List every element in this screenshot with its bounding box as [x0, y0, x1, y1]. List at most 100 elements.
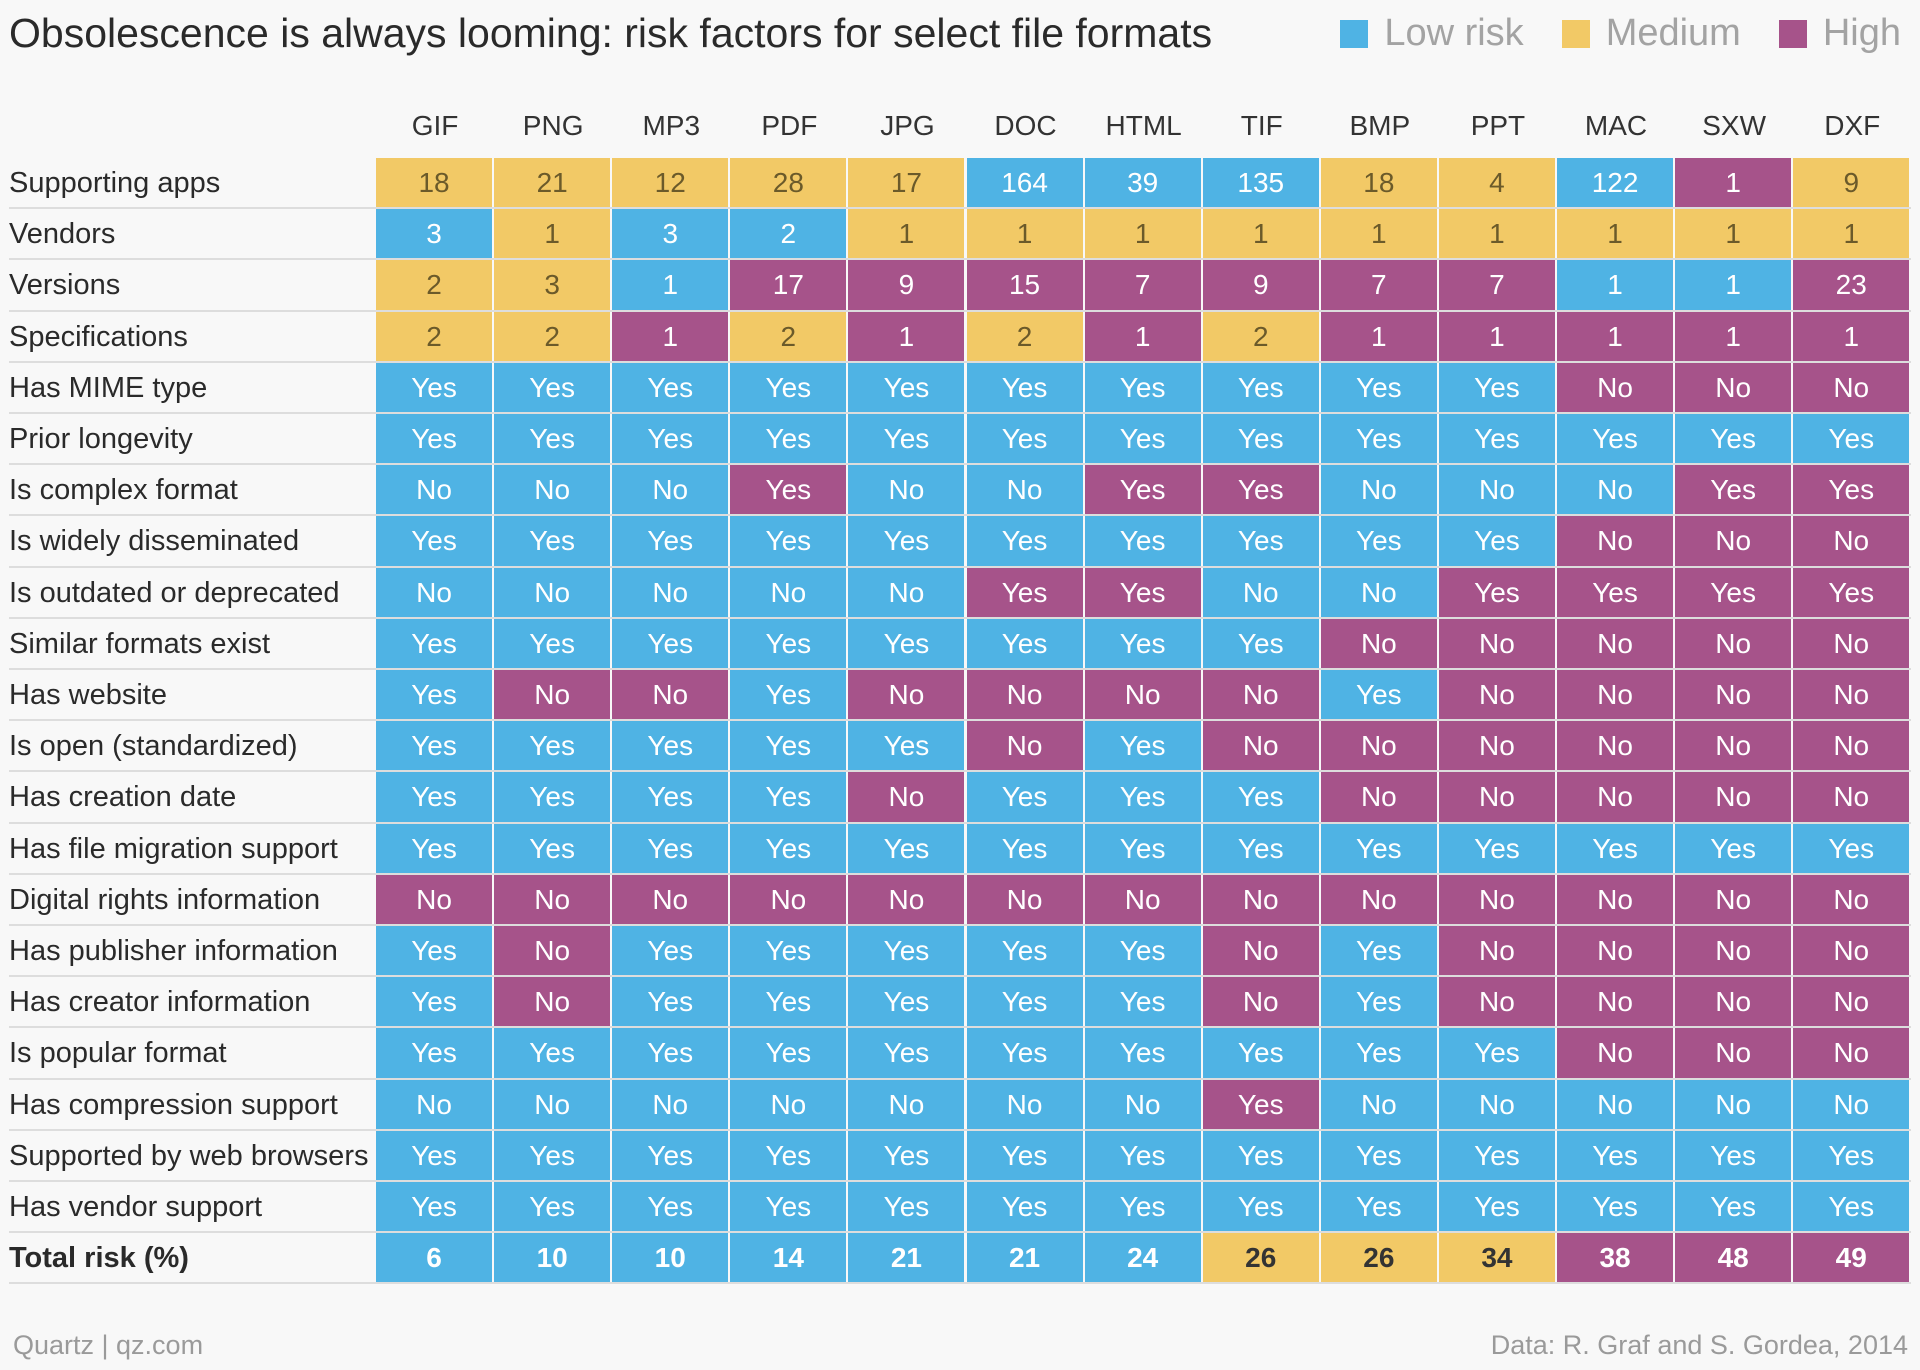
cell-has-file-migration-support-dxf: Yes	[1793, 823, 1910, 873]
cell-has-vendor-support-doc: Yes	[966, 1182, 1083, 1232]
cell-supported-by-web-browsers-html: Yes	[1084, 1130, 1201, 1180]
cell-has-creation-date-sxw: No	[1675, 772, 1792, 822]
row-divider	[9, 1231, 1912, 1234]
cell-has-file-migration-support-mp3: Yes	[612, 823, 729, 873]
cell-total-risk-sxw: 48	[1675, 1233, 1792, 1283]
row-label-is-popular-format: Is popular format	[9, 1037, 227, 1070]
row-divider	[9, 412, 1912, 414]
cell-is-open-standardized-dxf: No	[1793, 721, 1910, 771]
row-divider	[9, 975, 1912, 978]
cell-has-publisher-information-doc: Yes	[966, 926, 1083, 976]
cell-prior-longevity-dxf: Yes	[1793, 414, 1910, 464]
cell-is-widely-disseminated-mp3: Yes	[612, 516, 729, 566]
cell-vendors-sxw: 1	[1675, 209, 1792, 259]
row-label-has-vendor-support: Has vendor support	[9, 1191, 263, 1223]
cell-has-website-mp3: No	[612, 670, 729, 720]
cell-vendors-gif: 3	[376, 209, 493, 259]
cell-prior-longevity-mp3: Yes	[612, 414, 729, 464]
cell-has-file-migration-support-sxw: Yes	[1675, 823, 1792, 873]
legend-swatch-medium	[1561, 19, 1590, 48]
legend-item-low: Low risk	[1340, 12, 1524, 55]
cell-is-open-standardized-doc: No	[966, 721, 1083, 771]
cell-is-open-standardized-gif: Yes	[376, 721, 493, 771]
cell-supporting-apps-gif: 18	[376, 158, 493, 208]
legend-item-high: High	[1778, 12, 1901, 55]
row-label-specifications: Specifications	[9, 320, 188, 353]
cell-has-compression-support-pdf: No	[730, 1079, 847, 1129]
cell-is-widely-disseminated-html: Yes	[1084, 516, 1201, 566]
cell-specifications-dxf: 1	[1793, 311, 1910, 361]
cell-supported-by-web-browsers-dxf: Yes	[1793, 1130, 1910, 1180]
cell-has-mime-type-mac: No	[1557, 362, 1674, 412]
cell-is-popular-format-mac: No	[1557, 1028, 1674, 1078]
cell-digital-rights-information-mac: No	[1557, 874, 1674, 924]
cell-is-open-standardized-pdf: Yes	[730, 721, 847, 771]
cell-has-website-dxf: No	[1793, 670, 1910, 720]
cell-is-widely-disseminated-dxf: No	[1793, 516, 1910, 566]
cell-has-creation-date-doc: Yes	[966, 772, 1083, 822]
cell-has-vendor-support-gif: Yes	[376, 1182, 493, 1232]
cell-has-publisher-information-png: No	[494, 926, 611, 976]
cell-versions-sxw: 1	[1675, 260, 1792, 310]
cell-is-complex-format-sxw: Yes	[1675, 465, 1792, 515]
row-label-prior-longevity: Prior longevity	[9, 423, 193, 455]
cell-digital-rights-information-jpg: No	[848, 874, 965, 924]
cell-has-creator-information-sxw: No	[1675, 977, 1792, 1027]
cell-vendors-bmp: 1	[1320, 209, 1437, 259]
cell-has-file-migration-support-png: Yes	[494, 823, 611, 873]
cell-is-popular-format-mp3: Yes	[612, 1028, 729, 1078]
cell-is-open-standardized-jpg: Yes	[848, 721, 965, 771]
cell-is-popular-format-pdf: Yes	[730, 1028, 847, 1078]
cell-prior-longevity-png: Yes	[494, 414, 611, 464]
cell-digital-rights-information-mp3: No	[612, 874, 729, 924]
cell-has-website-html: No	[1084, 670, 1201, 720]
cell-has-publisher-information-dxf: No	[1793, 926, 1910, 976]
cell-has-mime-type-dxf: No	[1793, 362, 1910, 412]
cell-has-creator-information-bmp: Yes	[1320, 977, 1437, 1027]
cell-is-widely-disseminated-ppt: Yes	[1438, 516, 1555, 566]
row-label-versions: Versions	[9, 269, 121, 302]
cell-is-outdated-or-deprecated-bmp: No	[1320, 567, 1437, 617]
cell-is-outdated-or-deprecated-doc: Yes	[966, 567, 1083, 617]
row-divider	[9, 1180, 1912, 1182]
column-header-ppt: PPT	[1470, 110, 1526, 141]
cell-is-popular-format-html: Yes	[1084, 1028, 1201, 1078]
cell-is-complex-format-tif: Yes	[1202, 465, 1319, 515]
cell-has-mime-type-gif: Yes	[376, 362, 493, 412]
cell-has-file-migration-support-pdf: Yes	[730, 823, 847, 873]
row-label-similar-formats-exist: Similar formats exist	[9, 627, 271, 660]
cell-vendors-jpg: 1	[848, 209, 965, 259]
cell-prior-longevity-pdf: Yes	[730, 414, 847, 464]
cell-has-website-sxw: No	[1675, 670, 1792, 720]
row-divider	[9, 1128, 1912, 1131]
cell-has-vendor-support-sxw: Yes	[1675, 1182, 1792, 1232]
cell-has-vendor-support-dxf: Yes	[1793, 1182, 1910, 1232]
cell-supporting-apps-mp3: 12	[612, 158, 729, 208]
cell-versions-ppt: 7	[1438, 260, 1555, 310]
cell-specifications-mac: 1	[1557, 311, 1674, 361]
cell-is-open-standardized-mac: No	[1557, 721, 1674, 771]
row-label-has-mime-type: Has MIME type	[9, 371, 208, 404]
cell-prior-longevity-gif: Yes	[376, 414, 493, 464]
cell-is-outdated-or-deprecated-gif: No	[376, 567, 493, 617]
cell-versions-tif: 9	[1202, 260, 1319, 310]
cell-is-complex-format-pdf: Yes	[730, 465, 847, 515]
cell-vendors-tif: 1	[1202, 209, 1319, 259]
cell-total-risk-ppt: 34	[1438, 1233, 1555, 1283]
cell-is-open-standardized-tif: No	[1202, 721, 1319, 771]
cell-has-publisher-information-gif: Yes	[376, 926, 493, 976]
column-header-mac: MAC	[1584, 110, 1648, 141]
cell-versions-html: 7	[1084, 260, 1201, 310]
row-label-is-outdated-or-deprecated: Is outdated or deprecated	[9, 576, 340, 609]
cell-prior-longevity-ppt: Yes	[1438, 414, 1555, 464]
cell-has-creation-date-mp3: Yes	[612, 772, 729, 822]
cell-has-vendor-support-bmp: Yes	[1320, 1182, 1437, 1232]
cell-vendors-dxf: 1	[1793, 209, 1910, 259]
cell-prior-longevity-bmp: Yes	[1320, 414, 1437, 464]
cell-has-publisher-information-tif: No	[1202, 926, 1319, 976]
cell-supported-by-web-browsers-doc: Yes	[966, 1130, 1083, 1180]
cell-has-compression-support-mac: No	[1557, 1079, 1674, 1129]
cell-is-widely-disseminated-pdf: Yes	[730, 516, 847, 566]
cell-has-creation-date-ppt: No	[1438, 772, 1555, 822]
row-label-has-compression-support: Has compression support	[9, 1088, 338, 1121]
